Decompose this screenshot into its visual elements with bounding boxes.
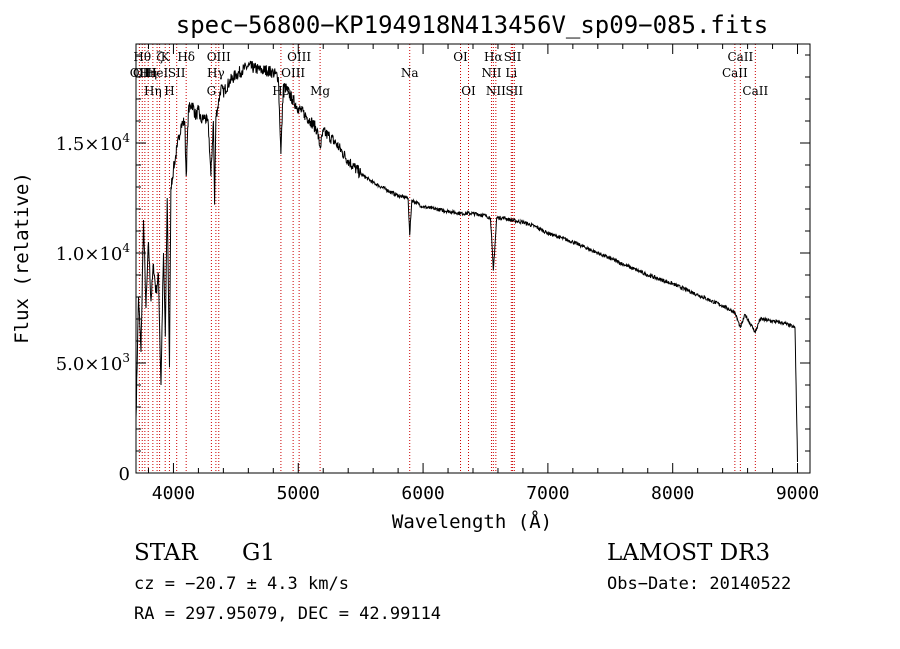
spectrum-series-line <box>135 60 798 463</box>
line-label: Mg <box>310 84 330 98</box>
observation-date: Obs−Date: 20140522 <box>607 574 791 594</box>
x-tick-label: 7000 <box>526 483 569 504</box>
spectral-line-markers <box>138 44 756 473</box>
x-tick-label: 8000 <box>651 483 694 504</box>
spectral-line-labels: OIIHθOIIIHηHηHeIζKHSIIHδGHγOIIIHβOIIIOII… <box>130 50 769 98</box>
line-label: CaII <box>727 50 753 64</box>
y-axis-label: Flux (relative) <box>11 172 33 344</box>
object-class: STAR <box>134 540 198 566</box>
plot-frame <box>135 43 811 474</box>
line-label: Li <box>505 66 517 80</box>
line-label: HeI <box>146 66 169 80</box>
line-label: G <box>207 84 217 98</box>
y-tick-label: 0 <box>119 464 130 485</box>
chart-title: spec−56800−KP194918N413456V_sp09−085.fit… <box>176 11 768 39</box>
y-tick-label: 1.0×104 <box>56 241 131 265</box>
sky-coordinates: RA = 297.95079, DEC = 42.99114 <box>134 604 441 624</box>
line-label: H <box>164 84 174 98</box>
line-label: SII <box>505 84 523 98</box>
x-tick-label: 6000 <box>401 483 444 504</box>
line-label: Hθ <box>133 50 151 64</box>
line-label: Hδ <box>177 50 195 64</box>
survey-name: LAMOST DR3 <box>607 540 770 566</box>
line-label: ζ <box>156 50 163 64</box>
line-label: OI <box>453 50 468 64</box>
x-tick-label: 9000 <box>776 483 819 504</box>
line-label: OI <box>461 84 476 98</box>
line-label: CaII <box>742 84 768 98</box>
y-tick-label: 5.0×103 <box>56 351 130 375</box>
line-label: Hη <box>139 66 157 80</box>
line-label: CaII <box>722 66 748 80</box>
y-tick-label: 1.5×104 <box>56 131 131 155</box>
redshift-velocity: cz = −20.7 ± 4.3 km/s <box>134 574 349 594</box>
line-label: OIII <box>207 50 231 64</box>
line-label: SII <box>168 66 186 80</box>
line-label: Na <box>401 66 419 80</box>
line-label: Hα <box>484 50 503 64</box>
line-label: SII <box>504 50 522 64</box>
line-label: NII <box>486 84 506 98</box>
x-tick-label: 4000 <box>152 483 195 504</box>
line-label: OIII <box>287 50 311 64</box>
x-axis-label: Wavelength (Å) <box>392 510 552 533</box>
line-label: OIII <box>281 66 305 80</box>
object-subclass: G1 <box>242 540 275 566</box>
x-tick-label: 5000 <box>277 483 320 504</box>
x-axis-ticks: 4000 5000 6000 7000 8000 9000 <box>147 44 819 504</box>
line-label: Hγ <box>207 66 225 80</box>
line-label: OII <box>130 66 150 80</box>
y-axis-ticks: 0 5.0×103 1.0×104 1.5×104 <box>56 54 810 485</box>
line-label: K <box>161 50 171 64</box>
line-label: Hη <box>144 84 162 98</box>
line-label: NII <box>481 66 501 80</box>
